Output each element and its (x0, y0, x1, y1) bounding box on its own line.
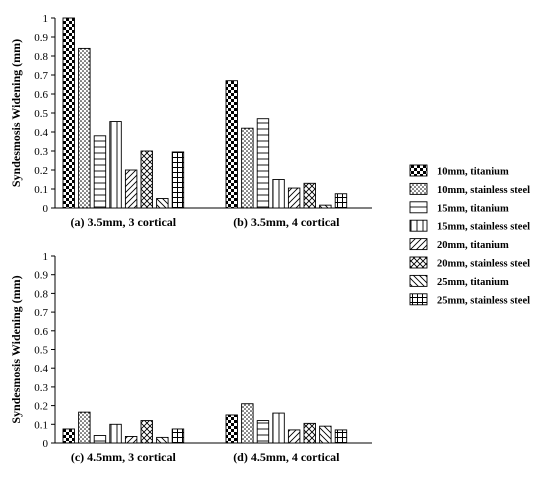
chart-panel-2: Syndesmosis Widening (mm) 0 0.1 0.2 0.3 0.4 0.… (9, 251, 372, 464)
bar-dots (78, 47, 91, 209)
legend-label: 25mm, titanium (437, 277, 509, 288)
y-tick-label: 0.7 (34, 70, 48, 82)
legend-item: 15mm, stainless steel (409, 219, 530, 233)
group-label: (b) 3.5mm, 4 cortical (233, 215, 340, 229)
bar-crosshatch (303, 422, 316, 444)
bar-hlines (93, 435, 107, 444)
y-tick-label: 0.4 (34, 127, 48, 139)
bar-diag-up (287, 429, 301, 444)
legend-item: 15mm, titanium (409, 201, 509, 214)
y-tick-label: 0 (43, 203, 49, 215)
y-tick-label: 0.2 (34, 401, 48, 413)
y-tick-label: 0.5 (34, 345, 48, 357)
legend-swatch (409, 256, 428, 269)
y-tick-label: 0.3 (34, 382, 48, 394)
bar-diag-up (287, 187, 301, 209)
legend-label: 20mm, titanium (437, 240, 509, 251)
bar-dots (78, 411, 91, 444)
bar-hlines (256, 118, 270, 209)
bar-checker (62, 17, 75, 209)
y-tick-label: 1 (43, 13, 49, 25)
y-tick-label: 0 (43, 438, 49, 450)
bar-vlines (272, 412, 285, 444)
y-tick-label: 0.8 (34, 288, 48, 300)
legend-label: 15mm, stainless steel (437, 222, 530, 233)
legend-label: 10mm, stainless steel (437, 185, 530, 196)
bar-checker (225, 414, 238, 444)
group-label: (a) 3.5mm, 3 cortical (71, 215, 177, 229)
bar-grid (171, 151, 185, 209)
bar-checker (62, 428, 75, 444)
legend-swatch (409, 293, 428, 306)
y-tick-label: 0.9 (34, 32, 48, 44)
legend-label: 15mm, titanium (437, 203, 509, 214)
legend-swatch (409, 274, 428, 287)
bar-crosshatch (140, 420, 153, 444)
y-tick-label: 0.6 (34, 326, 48, 338)
bar-dots (241, 403, 254, 444)
chart-panel-1: Syndesmosis Widening (mm) 0 0.1 0.2 0.3 0.4 0.… (9, 13, 372, 229)
bar-dots (241, 127, 254, 209)
bar-grid (171, 428, 185, 444)
legend-label: 20mm, stainless steel (437, 259, 530, 270)
legend-item: 25mm, stainless steel (409, 293, 530, 306)
y-axis-label: Syndesmosis Widening (mm) (9, 39, 23, 187)
bar-diag-down (319, 204, 332, 209)
legend-item: 20mm, stainless steel (409, 256, 530, 270)
y-tick-label: 0.8 (34, 51, 48, 63)
y-tick-label: 0.2 (34, 165, 48, 177)
bar-diag-down (156, 198, 169, 209)
bar-hlines (93, 135, 107, 209)
bar-vlines (109, 423, 122, 444)
group-label: (c) 4.5mm, 3 cortical (71, 450, 177, 464)
y-tick-label: 0.1 (34, 419, 48, 431)
legend-label: 25mm, stainless steel (437, 295, 530, 306)
group-label: (d) 4.5mm, 4 cortical (233, 450, 340, 464)
y-tick-label: 0.9 (34, 270, 48, 282)
legend-swatch (409, 164, 428, 177)
legend-label: 10mm, titanium (437, 167, 509, 178)
bar-diag-down (319, 425, 332, 444)
legend-item: 20mm, titanium (409, 238, 509, 251)
legend-swatch (409, 182, 428, 195)
y-tick-label: 0.3 (34, 146, 48, 158)
legend-swatch (409, 238, 428, 251)
bar-diag-up (124, 169, 138, 209)
bar-crosshatch (303, 182, 316, 209)
y-tick-label: 0.5 (34, 108, 48, 120)
legend-item: 10mm, titanium (409, 164, 509, 178)
y-axis-label: Syndesmosis Widening (mm) (9, 275, 23, 423)
bar-checker (225, 80, 238, 209)
bar-hlines (256, 420, 270, 444)
legend-swatch (409, 219, 428, 232)
legend-swatch (409, 201, 428, 214)
y-tick-label: 0.4 (34, 363, 48, 375)
bar-crosshatch (140, 150, 153, 209)
bar-diag-down (156, 436, 169, 444)
y-tick-label: 0.1 (34, 184, 48, 196)
legend: 10mm, titanium 10mm, stainless steel 15mm,… (409, 164, 530, 306)
legend-item: 25mm, titanium (409, 274, 509, 288)
bar-vlines (109, 121, 122, 209)
bar-diag-up (124, 436, 138, 444)
bar-grid (334, 429, 348, 444)
legend-item: 10mm, stainless steel (409, 182, 530, 196)
y-tick-label: 0.7 (34, 307, 48, 319)
bar-vlines (272, 179, 285, 209)
bar-grid (334, 193, 348, 209)
y-tick-label: 1 (43, 251, 49, 263)
y-tick-label: 0.6 (34, 89, 48, 101)
